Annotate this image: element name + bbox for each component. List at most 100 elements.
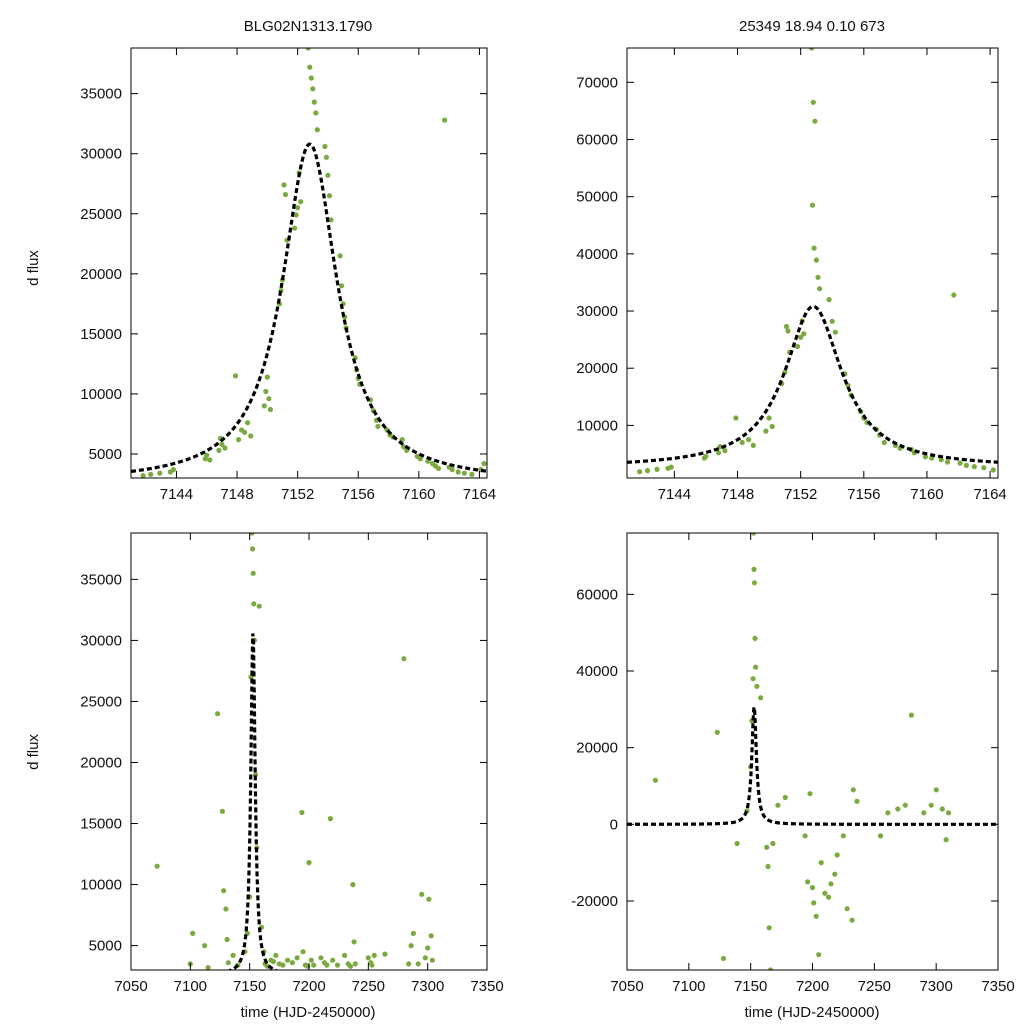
y-tick-label: 35000: [80, 571, 122, 588]
data-point: [415, 961, 421, 967]
data-point: [461, 470, 467, 476]
plot-frame: [130, 47, 488, 479]
y-tick-label: 10000: [80, 386, 122, 403]
data-point: [809, 202, 816, 208]
data-point: [282, 191, 289, 198]
data-point: [305, 963, 311, 969]
data-point: [298, 199, 304, 205]
data-point: [305, 48, 311, 51]
x-axis-label: time (HJD-2450000): [744, 1004, 879, 1021]
data-point: [826, 894, 832, 900]
data-point: [770, 840, 776, 847]
data-point: [326, 193, 333, 199]
data-point: [957, 460, 963, 466]
data-point: [442, 117, 448, 123]
data-point: [337, 253, 343, 259]
data-point: [148, 471, 154, 477]
data-point: [828, 881, 834, 887]
data-point: [299, 809, 305, 816]
x-tick-label: 7100: [174, 978, 207, 995]
data-point: [753, 664, 759, 670]
data-point: [850, 787, 856, 793]
y-tick-label: 15000: [80, 816, 122, 833]
data-point: [775, 802, 781, 808]
data-point: [455, 469, 461, 475]
data-point: [809, 885, 816, 891]
data-point: [307, 64, 313, 70]
data-point: [242, 429, 248, 435]
data-point: [352, 961, 358, 967]
y-tick-label: 0: [610, 816, 618, 833]
plot-frame: [130, 532, 488, 971]
data-point: [765, 863, 771, 870]
data-point: [425, 945, 431, 951]
x-tick-label: 7156: [847, 486, 880, 503]
data-point: [251, 601, 257, 607]
data-point: [273, 952, 279, 959]
data-point: [921, 810, 927, 816]
data-point: [782, 794, 788, 801]
data-point: [350, 882, 356, 888]
data-point: [881, 439, 887, 446]
x-tick-label: 7100: [672, 978, 705, 995]
data-point: [944, 459, 951, 465]
data-point: [739, 439, 745, 446]
data-point: [428, 933, 434, 939]
x-tick-label: 7050: [114, 978, 147, 995]
y-tick-label: 5000: [89, 938, 122, 955]
y-tick-label: 20000: [576, 360, 618, 377]
data-point: [943, 837, 949, 843]
data-point: [714, 729, 720, 735]
data-point: [314, 127, 320, 133]
data-point: [308, 957, 314, 963]
y-tick-label: 50000: [576, 189, 618, 206]
x-tick-label: 7250: [858, 978, 891, 995]
data-point: [406, 961, 412, 967]
data-point: [318, 955, 324, 961]
data-point: [408, 943, 414, 949]
data-point: [963, 462, 970, 468]
x-axis-label: time (HJD-2450000): [240, 1004, 375, 1021]
data-point: [245, 420, 251, 426]
data-point: [221, 888, 227, 894]
panel-title: BLG02N1313.1790: [244, 18, 372, 35]
data-point: [469, 471, 475, 477]
data-point: [248, 433, 254, 439]
data-point: [813, 913, 819, 919]
data-point: [219, 808, 225, 814]
data-point: [783, 323, 790, 330]
y-tick-label: 60000: [576, 131, 618, 148]
data-point: [807, 791, 813, 797]
data-point: [426, 896, 432, 902]
data-point: [758, 695, 764, 701]
data-point: [703, 453, 709, 459]
data-point: [371, 952, 377, 959]
data-point: [230, 952, 236, 959]
data-point: [734, 840, 740, 847]
fit-curve: [627, 304, 998, 464]
data-point: [422, 955, 428, 961]
data-point: [812, 118, 818, 124]
y-tick-label: -20000: [571, 893, 618, 910]
data-point: [752, 635, 758, 642]
data-point: [256, 603, 262, 609]
data-point: [829, 318, 835, 324]
y-axis-label: d flux: [25, 734, 42, 770]
y-tick-label: 35000: [80, 86, 122, 103]
data-point: [232, 373, 239, 379]
data-point: [971, 464, 977, 470]
data-point: [716, 450, 722, 456]
data-point: [895, 806, 901, 812]
data-point: [840, 833, 847, 839]
panel-top-left: BLG02N1313.1790 d flux 7144 7148 7152 7156 7…: [25, 18, 496, 503]
data-point: [722, 448, 728, 454]
data-point: [817, 286, 823, 292]
data-point: [330, 957, 336, 963]
data-point: [281, 182, 287, 188]
data-point: [365, 955, 371, 961]
x-tick-label: 7200: [796, 978, 829, 995]
data-point: [401, 656, 407, 662]
panel-top-right: 25349 18.94 0.10 673 7144 7148 7152 7156 716…: [576, 18, 1007, 503]
data-point: [902, 802, 908, 808]
y-tick-label: 30000: [80, 632, 122, 649]
